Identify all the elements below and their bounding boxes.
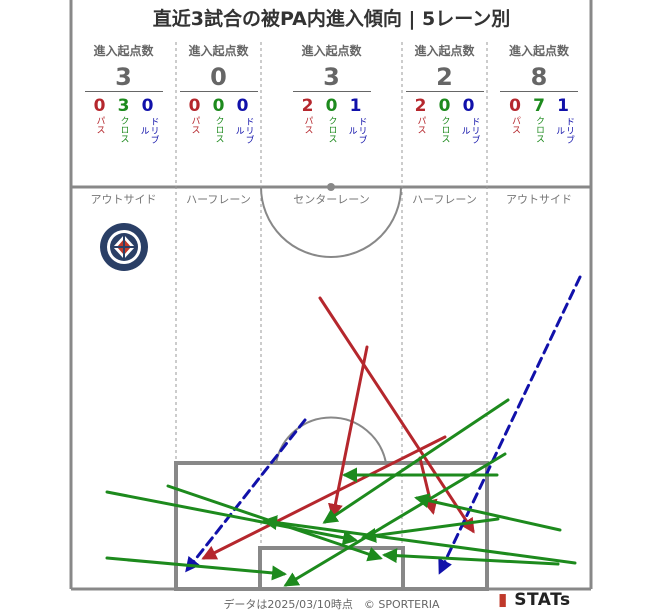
- cross-arrow-12: [414, 493, 562, 532]
- lane-total: 3: [323, 63, 340, 91]
- cross-label: クロス: [534, 116, 544, 143]
- cross-label: クロス: [213, 116, 224, 143]
- pass-label: パス: [94, 116, 105, 134]
- pass-arrow-3: [418, 456, 438, 515]
- divider: [500, 91, 578, 92]
- pass-arrow-0: [318, 296, 475, 534]
- cross-label: クロス: [118, 116, 129, 143]
- lane-header-label: 進入起点数: [188, 44, 249, 58]
- dribble-arrow-4: [185, 418, 307, 573]
- dribble-count: 1: [557, 96, 569, 116]
- lane-header-half-right: 進入起点数 2 2 パス 0 クロス 0 ドリブル: [402, 42, 487, 144]
- dribble-count: 0: [236, 96, 249, 116]
- dribble-arrow-5: [438, 275, 582, 575]
- lane-header-center: 進入起点数 3 2 パス 0 クロス 1 ドリブル: [261, 42, 402, 144]
- pass-count: 2: [414, 96, 427, 116]
- cross-count: 7: [533, 96, 545, 116]
- pass-count: 2: [301, 96, 314, 116]
- stats-logo: ▮ STATs: [498, 590, 571, 610]
- dribble-count: 0: [462, 96, 475, 116]
- dribble-label: ドリブル: [233, 116, 254, 144]
- pass-count: 0: [188, 96, 201, 116]
- lane-name-half-right: ハーフレーン: [412, 193, 477, 206]
- team-badge-logo: [100, 223, 148, 271]
- cross-arrow-13: [361, 517, 500, 543]
- dribble-count: 1: [349, 96, 362, 116]
- lane-total: 8: [530, 63, 548, 91]
- pass-label: パス: [189, 116, 200, 134]
- dribble-label: ドリブル: [138, 116, 159, 144]
- stats-logo-text: STATs: [514, 590, 571, 610]
- cross-count: 3: [117, 96, 130, 116]
- lane-header-label: 進入起点数: [508, 44, 569, 58]
- cross-arrow-14: [382, 548, 560, 566]
- lane-header-outside-right: 進入起点数 8 0 パス 7 クロス 1 ドリブル: [487, 42, 591, 144]
- pass-label: パス: [510, 116, 520, 134]
- cross-label: クロス: [439, 116, 450, 143]
- pass-arrow-1: [328, 345, 369, 519]
- stats-logo-mark: ▮: [498, 590, 508, 610]
- dribble-label: ドリブル: [459, 116, 480, 144]
- divider: [405, 91, 484, 92]
- lane-total: 0: [210, 63, 227, 91]
- pass-count: 0: [509, 96, 521, 116]
- lane-header-label: 進入起点数: [414, 44, 475, 58]
- pass-label: パス: [415, 116, 426, 134]
- cross-count: 0: [438, 96, 451, 116]
- lane-name-outside-left: アウトサイド: [90, 193, 157, 206]
- divider: [179, 91, 258, 92]
- divider: [292, 91, 371, 92]
- cross-arrow-6: [105, 490, 358, 546]
- cross-arrow-9: [322, 398, 510, 524]
- lane-name-outside-right: アウトサイド: [506, 193, 572, 206]
- lane-header-label: 進入起点数: [93, 44, 154, 58]
- lane-total: 3: [115, 63, 132, 91]
- pitch-lines: [69, 0, 593, 591]
- footer-note: データは2025/03/10時点 © SPORTERIA: [223, 598, 440, 611]
- entry-arrows: [105, 275, 582, 587]
- lane-header-outside-left: 進入起点数 3 0 パス 3 クロス 0 ドリブル: [71, 42, 176, 144]
- dribble-label: ドリブル: [346, 116, 367, 144]
- lane-name-center: センターレーン: [293, 193, 370, 206]
- cross-count: 0: [212, 96, 225, 116]
- lane-header-label: 進入起点数: [301, 44, 362, 58]
- pass-arrow-2: [201, 435, 447, 560]
- lane-header-half-left: 進入起点数 0 0 パス 0 クロス 0 ドリブル: [176, 42, 261, 144]
- lane-total: 2: [436, 63, 453, 91]
- dribble-count: 0: [141, 96, 154, 116]
- cross-arrow-15: [262, 515, 577, 565]
- divider: [84, 91, 163, 92]
- pass-count: 0: [93, 96, 106, 116]
- lane-name-half-left: ハーフレーン: [186, 193, 251, 206]
- cross-arrow-7: [105, 556, 287, 581]
- cross-count: 0: [325, 96, 338, 116]
- cross-label: クロス: [326, 116, 337, 143]
- pass-label: パス: [302, 116, 313, 134]
- chart-title: 直近3試合の被PA内進入傾向 | 5レーン別: [152, 8, 511, 30]
- dribble-label: ドリブル: [554, 116, 574, 144]
